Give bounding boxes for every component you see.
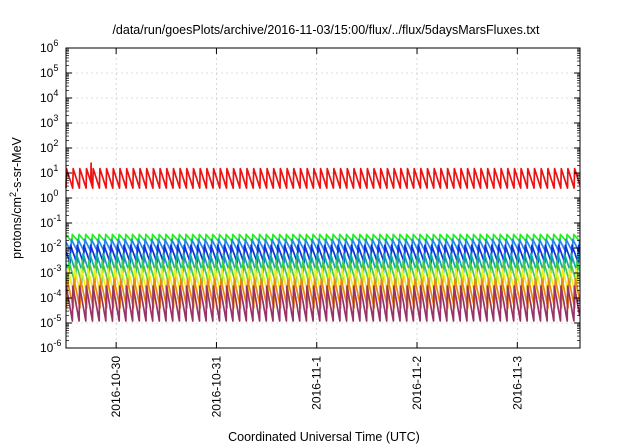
y-tick-label: 103 — [40, 113, 58, 130]
x-tick-label: 2016-11-2 — [410, 356, 424, 410]
x-axis: 2016-10-30 2016-10-31 2016-11-1 2016-11-2 20… — [109, 48, 524, 417]
y-tick-label: 10-3 — [40, 263, 61, 280]
x-axis-label: Coordinated Universal Time (UTC) — [228, 430, 420, 444]
y-tick-label: 10-2 — [40, 238, 61, 255]
y-tick-label: 102 — [40, 138, 58, 155]
y-tick-label: 10-4 — [40, 288, 61, 305]
chart-title: /data/run/goesPlots/archive/2016-11-03/1… — [112, 23, 540, 37]
y-tick-label: 10-1 — [40, 213, 61, 230]
series-line — [65, 285, 581, 322]
y-tick-label: 100 — [40, 188, 58, 205]
x-tick-label: 2016-11-3 — [510, 356, 524, 410]
series-line — [65, 233, 581, 243]
y-tick-label: 105 — [40, 63, 58, 80]
y-tick-label: 101 — [40, 163, 58, 180]
y-axis: 10-6 10-5 10-4 10-3 10-2 10-1 100 101 102 103 104 1… — [40, 38, 580, 355]
y-tick-label: 10-6 — [40, 338, 61, 355]
y-axis-label: protons/cm2-s-sr-MeV — [8, 136, 24, 258]
y-tick-label: 104 — [40, 88, 58, 105]
x-tick-label: 2016-11-1 — [310, 356, 324, 410]
series-line — [65, 260, 581, 284]
y-tick-label: 106 — [40, 38, 58, 55]
series-line — [65, 238, 581, 253]
series-line — [65, 162, 581, 189]
x-tick-label: 2016-10-30 — [109, 356, 123, 418]
y-tick-label: 10-5 — [40, 313, 61, 330]
x-tick-label: 2016-10-31 — [209, 356, 223, 418]
series-layer — [65, 162, 581, 322]
